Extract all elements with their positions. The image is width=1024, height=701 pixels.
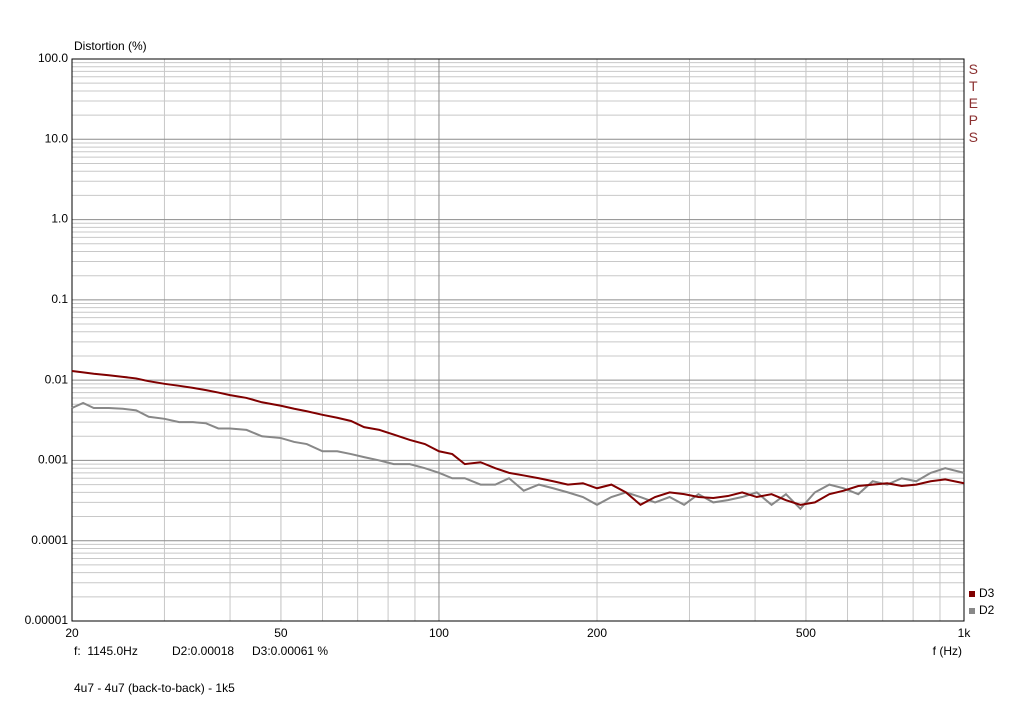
legend-label: D3 [979, 586, 995, 600]
y-tick-label: 0.01 [45, 372, 69, 386]
x-tick-label: 200 [587, 626, 607, 640]
y-tick-label: 0.1 [51, 292, 68, 306]
x-tick-label: 20 [65, 626, 79, 640]
caption: 4u7 - 4u7 (back-to-back) - 1k5 [74, 681, 235, 695]
y-tick-label: 0.0001 [31, 533, 68, 547]
y-tick-label: 10.0 [45, 131, 69, 145]
y-axis-label: Distortion (%) [74, 39, 147, 53]
cursor-frequency: f: 1145.0Hz [74, 644, 138, 658]
series-line [71, 369, 965, 507]
y-tick-label: 1.0 [51, 212, 68, 226]
y-tick-label: 0.00001 [25, 613, 69, 627]
cursor-d2: D2:0.00018 [172, 644, 234, 658]
legend-swatch [969, 591, 975, 597]
legend-swatch [969, 608, 975, 614]
x-tick-label: 500 [796, 626, 816, 640]
series-line [71, 401, 965, 511]
x-axis-label: f (Hz) [933, 644, 962, 658]
x-tick-label: 1k [958, 626, 972, 640]
x-tick-label: 100 [429, 626, 449, 640]
watermark: STEPS [965, 61, 981, 146]
cursor-d3: D3:0.00061 % [252, 644, 328, 658]
plot-border [71, 58, 965, 622]
y-tick-label: 0.001 [38, 453, 68, 467]
legend-label: D2 [979, 603, 995, 617]
x-tick-label: 50 [274, 626, 288, 640]
y-tick-label: 100.0 [38, 51, 68, 65]
